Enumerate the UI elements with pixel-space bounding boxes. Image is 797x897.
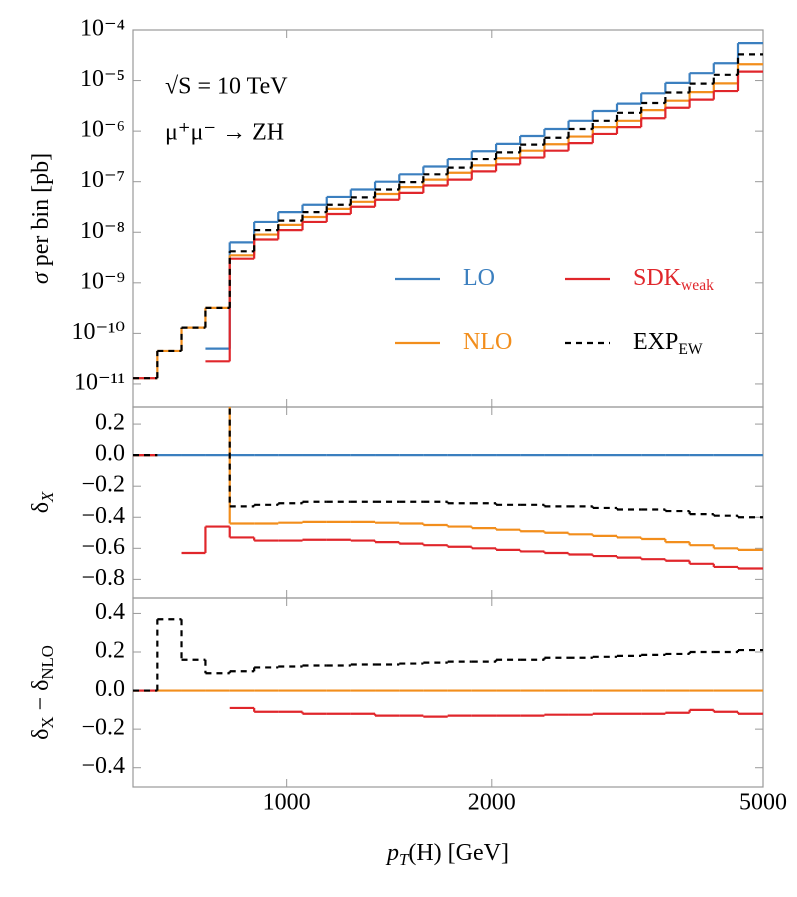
y-axis-label: δX − δNLO (28, 645, 57, 740)
y-tick-label: −0.8 (81, 565, 125, 591)
label-part: per bin [pb] (28, 153, 54, 272)
label-part: X (38, 491, 57, 503)
legend-label: SDKweak (633, 265, 714, 294)
legend-label: EXPEW (633, 329, 703, 358)
plot-area (133, 42, 763, 380)
plot-area (133, 407, 763, 570)
label-part: NLO (38, 645, 57, 680)
annotation: μ⁺μ⁻ → ZH (165, 120, 284, 146)
x-tick-label: 5000 (739, 790, 787, 816)
y-tick-label: −0.4 (81, 753, 125, 779)
y-tick-label: 10⁻⁷ (80, 167, 125, 193)
y-axis-label: σ per bin [pb] (28, 153, 54, 284)
y-tick-label: 0.0 (95, 441, 125, 467)
label-part: p (385, 840, 399, 866)
x-tick-label: 2000 (468, 790, 516, 816)
annotation: √S = 10 TeV (165, 74, 288, 100)
legend-name: EXP (633, 329, 678, 355)
y-tick-label: 10⁻¹⁰ (72, 319, 125, 345)
y-tick-label: −0.4 (81, 503, 125, 529)
y-tick-label: 10⁻⁸ (80, 218, 125, 244)
y-tick-label: 0.2 (95, 638, 125, 664)
y-tick-label: 0.0 (95, 676, 125, 702)
label-part: T (399, 850, 410, 869)
legend-name: LO (463, 265, 495, 291)
label-part: δ (28, 502, 54, 513)
legend-sub: weak (681, 277, 714, 294)
y-tick-label: 10⁻⁶ (80, 117, 125, 143)
legend-label: LO (463, 265, 495, 291)
legend-name: SDK (633, 265, 682, 291)
y-axis-label: δX (28, 491, 57, 513)
label-part: σ (28, 271, 54, 284)
y-tick-label: 10⁻⁴ (80, 16, 125, 42)
y-tick-label: −0.2 (81, 715, 125, 741)
x-tick-label: 1000 (263, 790, 311, 816)
legend-name: NLO (463, 329, 512, 355)
legend-label: NLO (463, 329, 512, 355)
legend-sub: EW (678, 341, 703, 358)
y-tick-label: −0.2 (81, 472, 125, 498)
y-tick-label: 0.2 (95, 410, 125, 436)
label-part: (H) [GeV] (408, 840, 509, 866)
label-part: − δ (28, 680, 54, 717)
y-tick-label: 10⁻¹¹ (74, 369, 125, 395)
panel-frame (132, 597, 764, 788)
y-tick-label: 10⁻⁵ (80, 66, 125, 92)
label-part: δ (28, 729, 54, 740)
y-tick-label: 0.4 (95, 599, 125, 625)
plot-area (133, 618, 763, 718)
label-part: X (38, 716, 57, 728)
x-axis-label: pT(H) [GeV] (385, 840, 509, 869)
y-tick-label: −0.6 (81, 534, 125, 560)
y-tick-label: 10⁻⁹ (80, 268, 125, 294)
